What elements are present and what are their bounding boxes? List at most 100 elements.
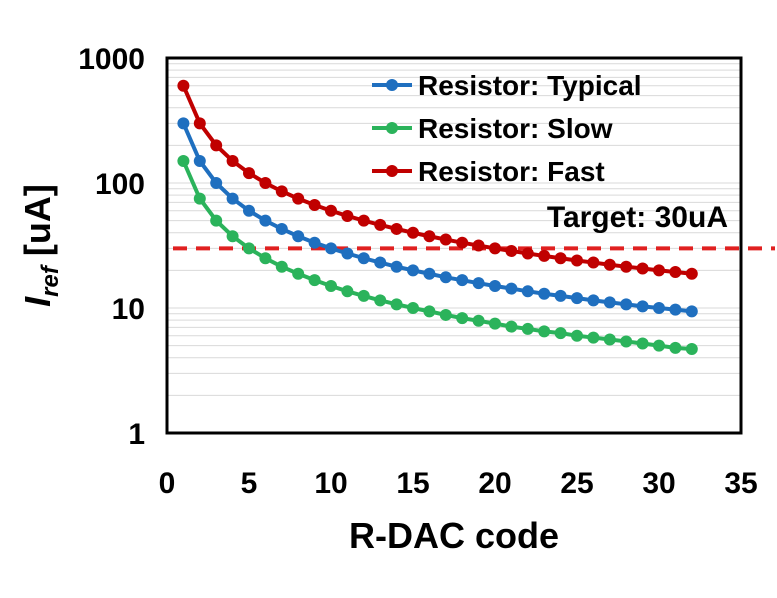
x-tick-label: 5 <box>241 467 258 500</box>
legend: Resistor: Typical Resistor: Slow Resistor:… <box>372 70 642 187</box>
data-point <box>390 298 403 311</box>
data-point <box>275 185 288 198</box>
data-point <box>603 296 616 309</box>
data-point <box>407 302 419 314</box>
data-point <box>620 298 633 311</box>
data-point <box>259 177 272 189</box>
data-point <box>685 305 698 318</box>
data-point <box>226 230 239 243</box>
series-group <box>177 79 698 355</box>
data-point <box>390 222 403 235</box>
data-point <box>538 325 551 338</box>
data-point <box>685 342 698 355</box>
legend-marker <box>386 79 398 91</box>
data-point <box>653 264 665 277</box>
data-point <box>341 247 354 260</box>
data-point <box>636 300 649 313</box>
data-point <box>620 260 633 273</box>
data-point <box>587 294 600 307</box>
data-point <box>439 271 452 284</box>
data-point <box>325 204 337 217</box>
data-point <box>407 226 419 239</box>
data-point <box>374 256 387 269</box>
data-point <box>620 335 633 348</box>
legend-label: Resistor: Typical <box>418 70 642 101</box>
data-point <box>636 337 649 350</box>
x-tick-label: 30 <box>642 467 675 500</box>
data-point <box>243 204 255 217</box>
data-point <box>308 198 321 211</box>
legend-marker <box>386 165 398 177</box>
data-point <box>193 117 206 130</box>
data-point <box>439 308 452 321</box>
series-3 <box>177 79 698 280</box>
data-point <box>341 209 354 222</box>
data-point <box>407 264 419 277</box>
data-point <box>374 294 387 307</box>
y-tick-label: 1 <box>128 418 145 451</box>
series-1 <box>177 117 698 318</box>
data-point <box>423 267 436 280</box>
x-axis-title: R-DAC code <box>349 515 559 556</box>
data-point <box>308 274 321 287</box>
data-point <box>456 236 469 249</box>
data-point <box>653 302 665 314</box>
data-point <box>554 327 567 340</box>
data-point <box>226 154 239 167</box>
data-point <box>357 214 370 227</box>
data-point <box>489 279 501 292</box>
data-point <box>423 230 436 243</box>
y-tick-label: 100 <box>95 168 145 201</box>
data-point <box>472 239 485 252</box>
tick-labels: 0 5 10 15 20 25 30 35 1 10 100 1000 <box>78 43 757 500</box>
data-point <box>177 117 190 130</box>
data-point <box>521 285 534 298</box>
y-axis-title: Iref [uA] <box>17 184 64 307</box>
data-point <box>210 139 223 152</box>
legend-label: Resistor: Slow <box>418 113 613 144</box>
data-point <box>275 222 288 235</box>
y-axis-title-unit: [uA] <box>17 184 58 266</box>
data-point <box>669 303 682 316</box>
data-point <box>456 274 469 287</box>
x-tick-label: 35 <box>724 467 757 500</box>
data-point <box>193 192 206 205</box>
y-tick-label: 10 <box>112 293 145 326</box>
data-point <box>554 289 567 302</box>
data-point <box>603 333 616 346</box>
data-point <box>357 252 370 265</box>
data-point <box>292 230 305 243</box>
data-point <box>538 287 551 300</box>
data-point <box>177 154 190 167</box>
grid-lines <box>167 63 741 434</box>
data-point <box>571 292 583 305</box>
data-point <box>521 247 534 260</box>
series-2 <box>177 154 698 355</box>
data-point <box>193 154 206 167</box>
data-point <box>669 341 682 354</box>
data-point <box>571 254 583 267</box>
data-point <box>636 262 649 275</box>
data-point <box>521 322 534 335</box>
data-point <box>669 266 682 279</box>
data-point <box>341 285 354 298</box>
data-point <box>505 320 518 333</box>
data-point <box>538 249 551 262</box>
data-point <box>505 282 518 295</box>
data-point <box>292 267 305 280</box>
data-point <box>571 329 583 342</box>
x-tick-label: 10 <box>314 467 347 500</box>
data-point <box>325 279 337 292</box>
data-point <box>423 305 436 318</box>
data-point <box>489 317 501 330</box>
x-tick-label: 15 <box>396 467 429 500</box>
data-point <box>374 218 387 231</box>
data-point <box>472 277 485 290</box>
data-point <box>489 242 501 255</box>
data-point <box>653 339 665 352</box>
data-point <box>554 252 567 265</box>
data-point <box>685 267 698 280</box>
data-point <box>275 260 288 273</box>
data-point <box>292 192 305 205</box>
x-tick-label: 0 <box>159 467 176 500</box>
